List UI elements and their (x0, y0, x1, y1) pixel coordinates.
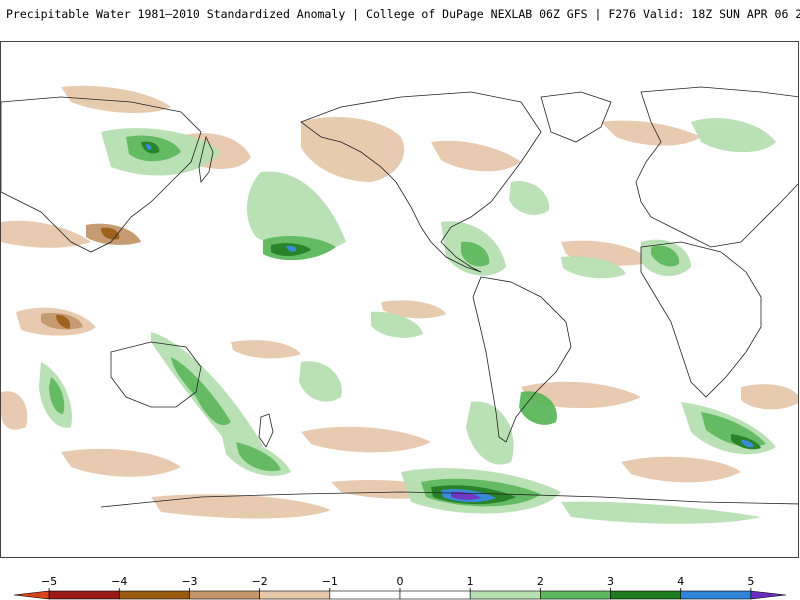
dry-region (301, 426, 431, 453)
colorbar-bin (750, 590, 787, 600)
moist-region (171, 357, 231, 426)
dry-region (1, 391, 28, 430)
colorbar-tick-label: −5 (41, 575, 57, 588)
colorbar-tick-label: 0 (397, 575, 404, 588)
moist-region (561, 501, 761, 524)
colorbar-bin (189, 590, 260, 600)
australia-outline (110, 341, 202, 408)
moist-region (451, 491, 481, 500)
africa-outline (640, 241, 762, 398)
moist-region (286, 245, 297, 252)
moist-region (146, 144, 152, 150)
moist-region (466, 401, 514, 465)
japan-outline (198, 135, 214, 183)
moist-region (701, 412, 766, 447)
dry-region (601, 120, 701, 146)
moist-region (651, 245, 680, 267)
anomaly-map (1, 85, 798, 524)
dry-region (61, 85, 171, 114)
colorbar-tick-label: 3 (607, 575, 614, 588)
dry-region (381, 300, 446, 319)
dry-region (301, 117, 405, 182)
moist-region (741, 440, 754, 448)
dry-region (56, 314, 71, 329)
map-panel (0, 41, 799, 558)
colorbar-tick-label: 2 (537, 575, 544, 588)
moist-region (509, 181, 550, 215)
moist-anomaly-regions (39, 118, 776, 524)
dry-anomaly-regions (1, 85, 798, 519)
colorbar-tick-label: −2 (252, 575, 268, 588)
moist-region (561, 256, 626, 279)
colorbar-bin (329, 590, 401, 600)
colorbar-bins (13, 590, 787, 600)
continent-outlines (1, 86, 798, 508)
new-zealand-outline (258, 413, 274, 448)
dry-region (101, 227, 120, 240)
colorbar-bin (469, 590, 541, 600)
asia-east-outline (1, 96, 202, 253)
moist-region (371, 311, 423, 338)
colorbar: −5 −4 −3 −2 −1 0 1 2 3 4 5 (13, 575, 787, 600)
colorbar-tick-label: −1 (322, 575, 338, 588)
moist-region (519, 391, 557, 425)
moist-region (246, 171, 346, 252)
moist-region (461, 241, 490, 267)
colorbar-tick-label: −3 (181, 575, 197, 588)
colorbar-bin (610, 590, 682, 600)
map-title: Precipitable Water 1981–2010 Standardize… (6, 7, 800, 21)
moist-region (691, 118, 776, 153)
colorbar-tick-label: −4 (111, 575, 127, 588)
dry-region (431, 140, 521, 172)
colorbar-bin (399, 590, 471, 600)
moist-region (236, 442, 281, 472)
dry-region (151, 494, 331, 519)
eurasia-outline (635, 86, 798, 248)
dry-region (61, 448, 181, 477)
colorbar-bin (13, 590, 50, 600)
dry-region (621, 456, 741, 483)
dry-region (1, 220, 91, 248)
north-america-outline (300, 91, 542, 273)
colorbar-bin (259, 590, 331, 600)
colorbar-ticks: −5 −4 −3 −2 −1 0 1 2 3 4 5 (41, 575, 754, 591)
moist-region (49, 377, 65, 414)
colorbar-tick-label: 4 (677, 575, 684, 588)
moist-region (299, 361, 342, 402)
colorbar-bin (680, 590, 752, 600)
south-america-outline (472, 276, 572, 443)
colorbar-bin (540, 590, 611, 600)
colorbar-bin (118, 590, 190, 600)
dry-region (741, 384, 798, 410)
antarctica-outline (100, 491, 798, 508)
greenland-outline (540, 91, 612, 143)
colorbar-bin (48, 590, 120, 600)
colorbar-tick-label: 5 (747, 575, 754, 588)
colorbar-tick-label: 1 (467, 575, 474, 588)
dry-region (231, 340, 301, 359)
